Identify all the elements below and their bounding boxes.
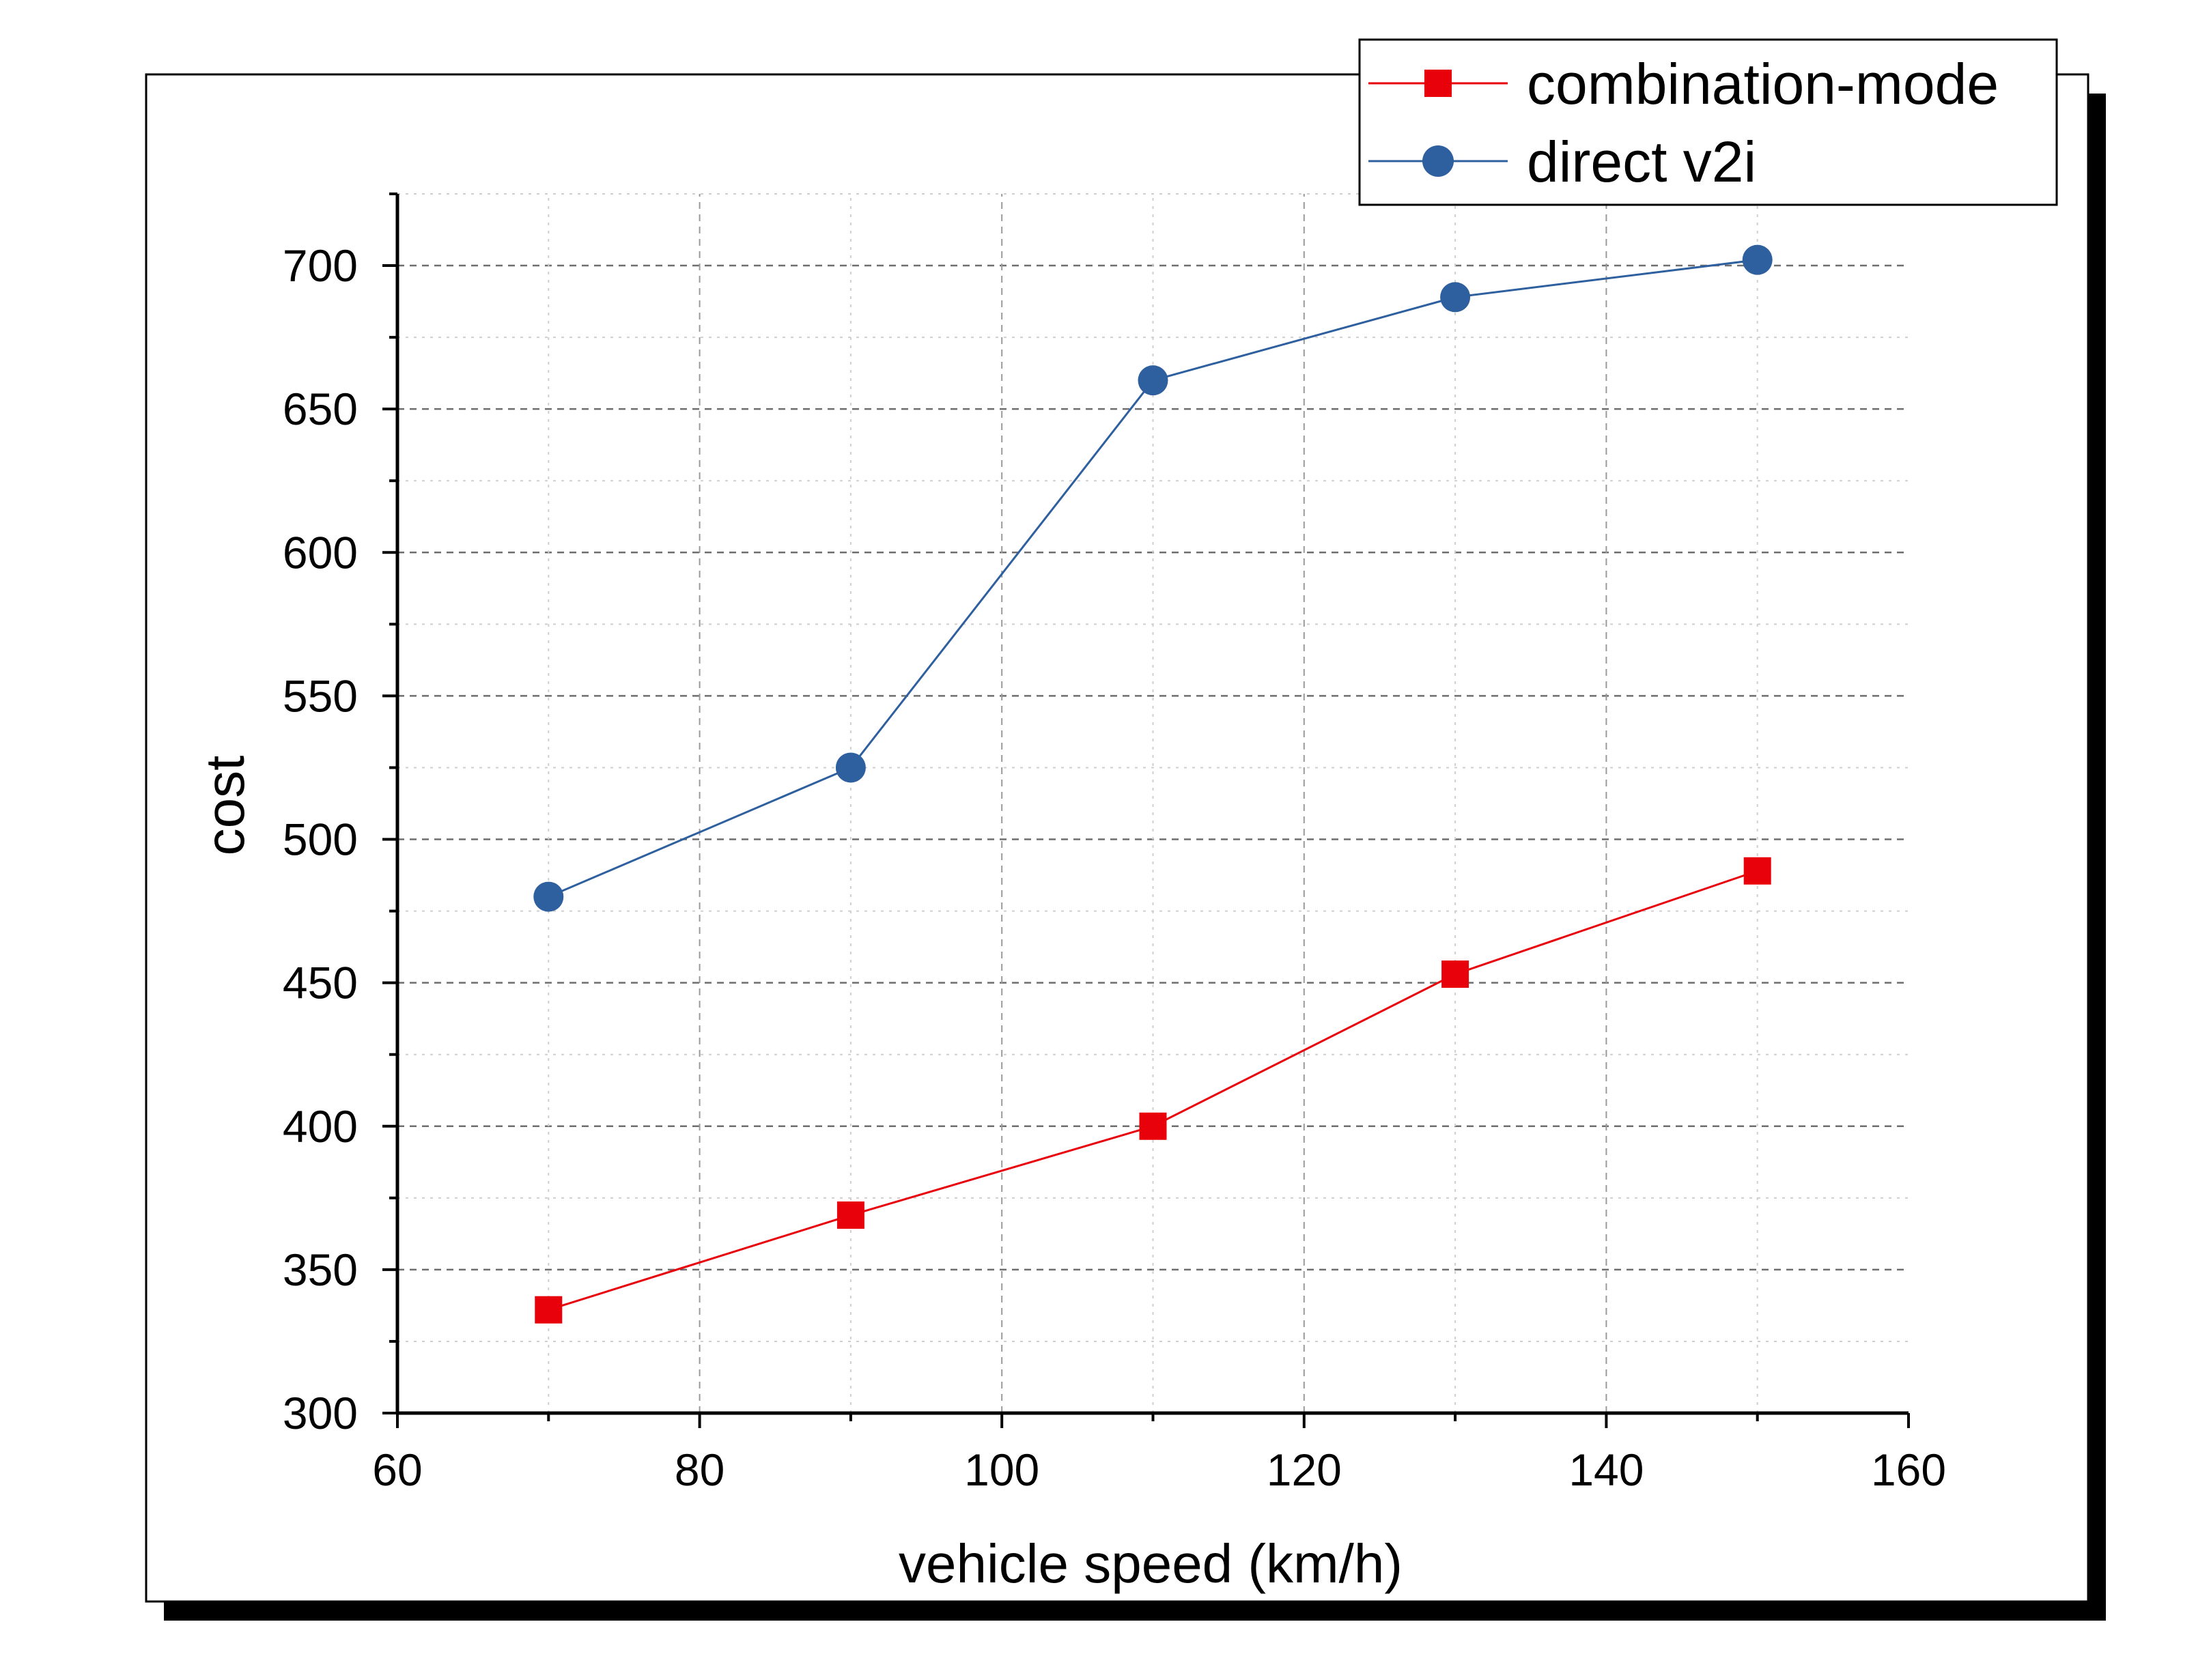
data-point-combination-mode xyxy=(535,1296,563,1324)
ticks: 300 350 400 450 500 550 600 650 700 60 80 100 120 140… xyxy=(283,193,1946,1495)
data-point-direct-v2i xyxy=(1138,365,1168,396)
y-tick-label: 550 xyxy=(283,670,358,721)
data-point-combination-mode xyxy=(1743,857,1771,885)
x-tick-label: 160 xyxy=(1871,1444,1946,1495)
chart-frame xyxy=(145,73,2089,1603)
x-tick-label: 80 xyxy=(675,1444,724,1495)
legend-marker-direct-v2i xyxy=(1422,145,1454,177)
data-point-direct-v2i xyxy=(1742,244,1773,275)
y-tick-label: 300 xyxy=(283,1388,358,1438)
legend-label-direct-v2i: direct v2i xyxy=(1527,130,1756,194)
legend: combination-mode direct v2i xyxy=(1358,38,2058,206)
y-tick-label: 500 xyxy=(283,814,358,865)
x-tick-label: 60 xyxy=(372,1444,422,1495)
series xyxy=(533,244,1773,1324)
y-tick-label: 700 xyxy=(283,240,358,291)
y-tick-label: 450 xyxy=(283,958,358,1008)
data-point-direct-v2i xyxy=(1440,282,1471,313)
y-tick-label: 650 xyxy=(283,384,358,434)
legend-box xyxy=(1358,38,2058,206)
y-tick-label: 350 xyxy=(283,1244,358,1295)
x-axis-title: vehicle speed (km/h) xyxy=(899,1533,1403,1594)
y-axis-title: cost xyxy=(195,756,255,856)
legend-label-combination-mode: combination-mode xyxy=(1527,52,1999,116)
legend-marker-combination-mode xyxy=(1424,70,1452,97)
x-tick-label: 120 xyxy=(1267,1444,1342,1495)
data-point-direct-v2i xyxy=(835,752,866,783)
data-point-combination-mode xyxy=(836,1201,864,1229)
data-point-combination-mode xyxy=(1441,960,1469,988)
data-point-direct-v2i xyxy=(533,881,564,912)
y-tick-label: 400 xyxy=(283,1101,358,1152)
x-tick-label: 100 xyxy=(964,1444,1039,1495)
data-point-combination-mode xyxy=(1139,1112,1167,1140)
x-tick-label: 140 xyxy=(1568,1444,1644,1495)
y-tick-label: 600 xyxy=(283,527,358,578)
